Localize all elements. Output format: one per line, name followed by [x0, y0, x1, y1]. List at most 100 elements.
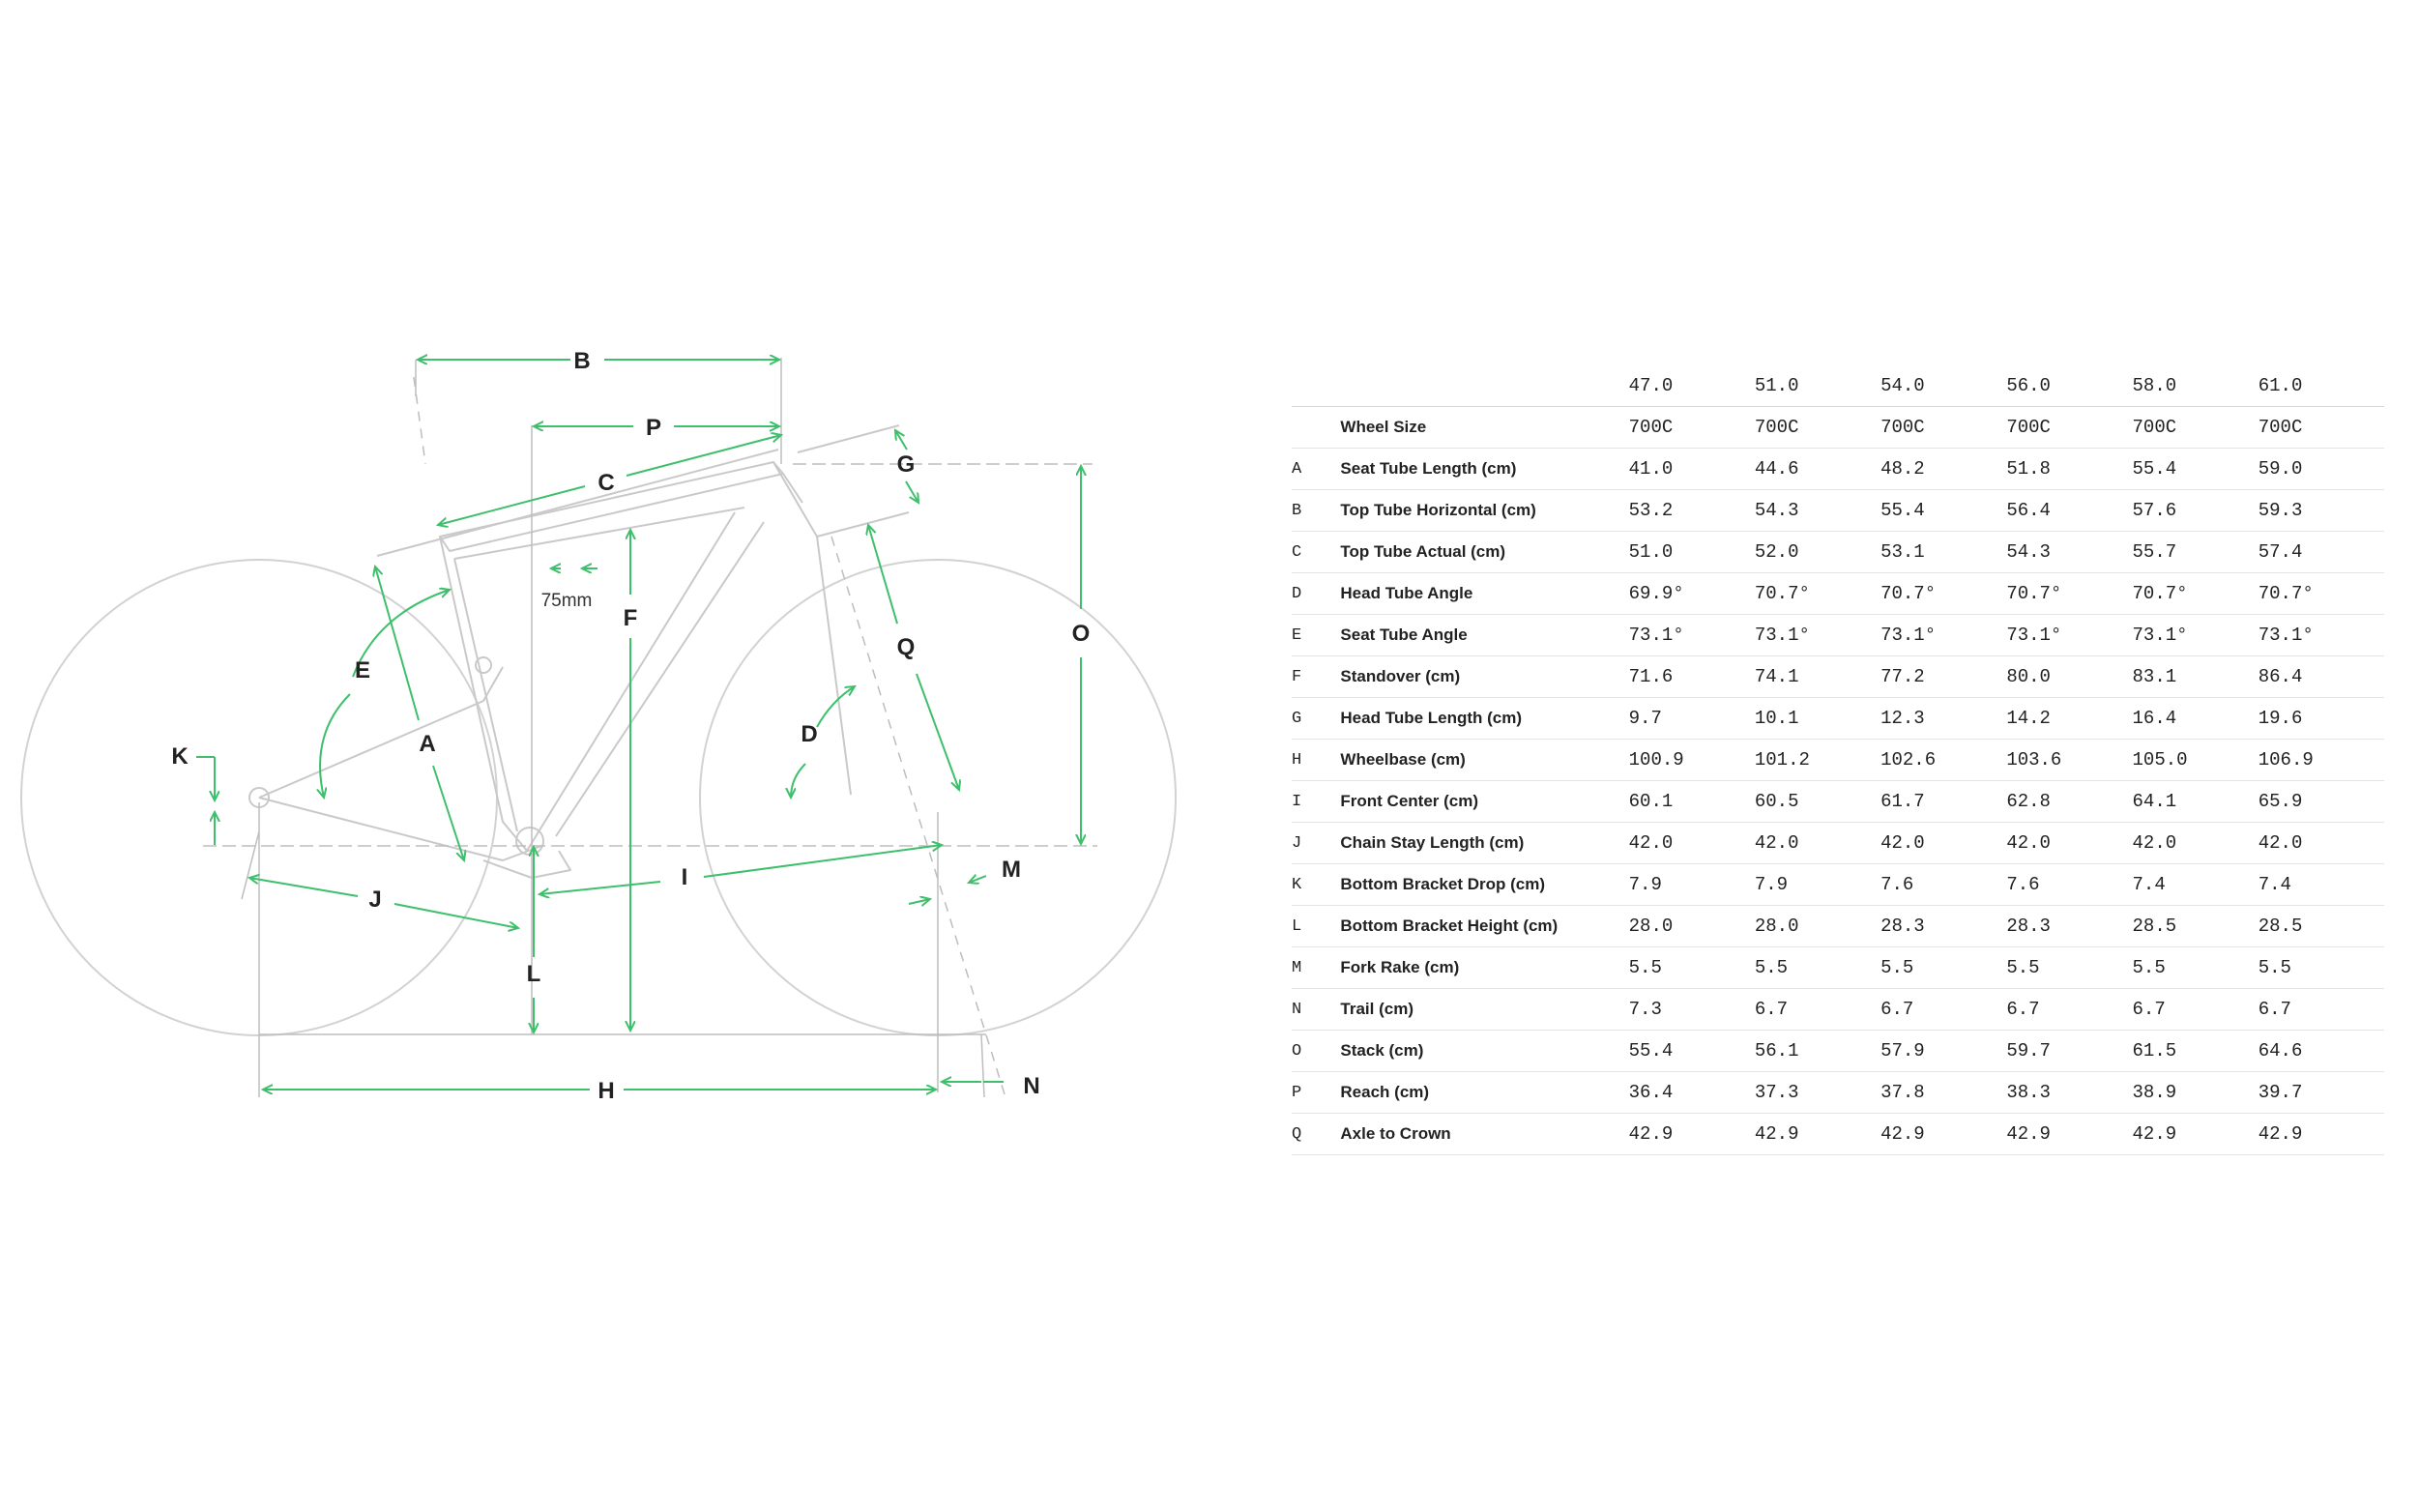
label-C: C: [597, 470, 614, 496]
table-cell: 28.3: [2006, 905, 2133, 947]
table-cell: 16.4: [2132, 697, 2259, 740]
size-header-row: 47.0 51.0 54.0 56.0 58.0 61.0: [1292, 365, 2384, 407]
row-letter: E: [1292, 614, 1341, 656]
table-cell: 12.3: [1880, 697, 2007, 740]
row-letter: O: [1292, 1030, 1341, 1072]
table-row: P Reach (cm) 36.4 37.3 37.8 38.3 38.9 39.7: [1292, 1071, 2384, 1114]
table-cell: 53.1: [1880, 531, 2007, 573]
size-header: 58.0: [2132, 365, 2259, 407]
table-cell: 64.6: [2258, 1030, 2384, 1072]
table-cell: 86.4: [2258, 655, 2384, 698]
table-cell: 48.2: [1880, 448, 2007, 490]
table-cell: 73.1°: [1754, 614, 1881, 656]
table-cell: 6.7: [2258, 988, 2384, 1031]
size-header: 47.0: [1628, 365, 1755, 407]
row-label: Seat Tube Angle: [1340, 614, 1629, 656]
table-cell: 64.1: [2132, 780, 2259, 823]
table-row: B Top Tube Horizontal (cm) 53.2 54.3 55.4 56.…: [1292, 489, 2384, 532]
table-cell: 5.5: [1754, 946, 1881, 989]
row-letter: N: [1292, 988, 1341, 1031]
size-header: 51.0: [1754, 365, 1881, 407]
row-label: Chain Stay Length (cm): [1340, 822, 1629, 864]
table-cell: 38.3: [2006, 1071, 2133, 1114]
table-cell: 42.0: [2258, 822, 2384, 864]
row-letter: K: [1292, 863, 1341, 906]
table-cell: 70.7°: [2258, 572, 2384, 615]
table-cell: 74.1: [1754, 655, 1881, 698]
row-letter: J: [1292, 822, 1341, 864]
table-cell: 51.0: [1628, 531, 1755, 573]
row-letter: D: [1292, 572, 1341, 615]
table-cell: 57.9: [1880, 1030, 2007, 1072]
table-cell: 62.8: [2006, 780, 2133, 823]
table-cell: 101.2: [1754, 739, 1881, 781]
table-cell: 106.9: [2258, 739, 2384, 781]
table-cell: 37.3: [1754, 1071, 1881, 1114]
table-cell: 700C: [1628, 406, 1755, 449]
label-M: M: [1002, 857, 1021, 883]
table-cell: 73.1°: [2258, 614, 2384, 656]
table-row: Wheel Size 700C 700C 700C 700C 700C 700C: [1292, 406, 2384, 449]
row-label: Seat Tube Length (cm): [1340, 448, 1629, 490]
table-cell: 7.6: [2006, 863, 2133, 906]
table-cell: 57.4: [2258, 531, 2384, 573]
row-label: Top Tube Actual (cm): [1340, 531, 1629, 573]
table-cell: 7.4: [2132, 863, 2259, 906]
table-cell: 700C: [2132, 406, 2259, 449]
table-cell: 7.9: [1754, 863, 1881, 906]
table-cell: 5.5: [1880, 946, 2007, 989]
table-cell: 59.3: [2258, 489, 2384, 532]
table-cell: 42.9: [1628, 1113, 1755, 1155]
label-D: D: [801, 721, 817, 747]
table-cell: 7.6: [1880, 863, 2007, 906]
row-label: Standover (cm): [1340, 655, 1629, 698]
table-row: H Wheelbase (cm) 100.9 101.2 102.6 103.6 105.0…: [1292, 739, 2384, 781]
geometry-table: 47.0 51.0 54.0 56.0 58.0 61.0 Wheel Size 700C 70…: [1292, 365, 2384, 1155]
table-row: C Top Tube Actual (cm) 51.0 52.0 53.1 54.3 55.…: [1292, 531, 2384, 573]
table-row: F Standover (cm) 71.6 74.1 77.2 80.0 83.1 86.4: [1292, 655, 2384, 698]
label-H: H: [597, 1078, 614, 1104]
row-letter: P: [1292, 1071, 1341, 1114]
table-cell: 65.9: [2258, 780, 2384, 823]
row-label: Trail (cm): [1340, 988, 1629, 1031]
table-row: K Bottom Bracket Drop (cm) 7.9 7.9 7.6 7.6 7.4…: [1292, 863, 2384, 906]
row-letter: L: [1292, 905, 1341, 947]
table-cell: 100.9: [1628, 739, 1755, 781]
label-L: L: [527, 961, 541, 987]
table-cell: 42.9: [2258, 1113, 2384, 1155]
label-75mm: 75mm: [541, 591, 593, 611]
table-cell: 103.6: [2006, 739, 2133, 781]
label-O: O: [1072, 621, 1091, 647]
row-letter: B: [1292, 489, 1341, 532]
row-label: Wheelbase (cm): [1340, 739, 1629, 781]
table-row: M Fork Rake (cm) 5.5 5.5 5.5 5.5 5.5 5.5: [1292, 946, 2384, 989]
row-letter: F: [1292, 655, 1341, 698]
table-cell: 5.5: [2258, 946, 2384, 989]
table-cell: 42.0: [2006, 822, 2133, 864]
table-cell: 36.4: [1628, 1071, 1755, 1114]
table-row: D Head Tube Angle 69.9° 70.7° 70.7° 70.7° 70.7…: [1292, 572, 2384, 615]
table-cell: 38.9: [2132, 1071, 2259, 1114]
row-label: Stack (cm): [1340, 1030, 1629, 1072]
table-cell: 39.7: [2258, 1071, 2384, 1114]
table-cell: 60.1: [1628, 780, 1755, 823]
table-row: L Bottom Bracket Height (cm) 28.0 28.0 28.3 2…: [1292, 905, 2384, 947]
table-cell: 7.4: [2258, 863, 2384, 906]
row-label: Top Tube Horizontal (cm): [1340, 489, 1629, 532]
table-row: E Seat Tube Angle 73.1° 73.1° 73.1° 73.1° 73.1…: [1292, 614, 2384, 656]
table-cell: 44.6: [1754, 448, 1881, 490]
table-cell: 55.4: [2132, 448, 2259, 490]
bike-frame: [248, 424, 910, 879]
table-cell: 42.9: [1754, 1113, 1881, 1155]
row-letter: [1292, 406, 1341, 449]
table-cell: 57.6: [2132, 489, 2259, 532]
bike-geometry-diagram: B P C G O Q F E A D K I J M L H N 75mm: [20, 348, 1177, 1104]
table-cell: 59.7: [2006, 1030, 2133, 1072]
label-G: G: [897, 451, 916, 478]
table-cell: 70.7°: [1754, 572, 1881, 615]
table-cell: 54.3: [2006, 531, 2133, 573]
table-cell: 83.1: [2132, 655, 2259, 698]
table-cell: 77.2: [1880, 655, 2007, 698]
table-cell: 73.1°: [1628, 614, 1755, 656]
table-cell: 28.0: [1754, 905, 1881, 947]
